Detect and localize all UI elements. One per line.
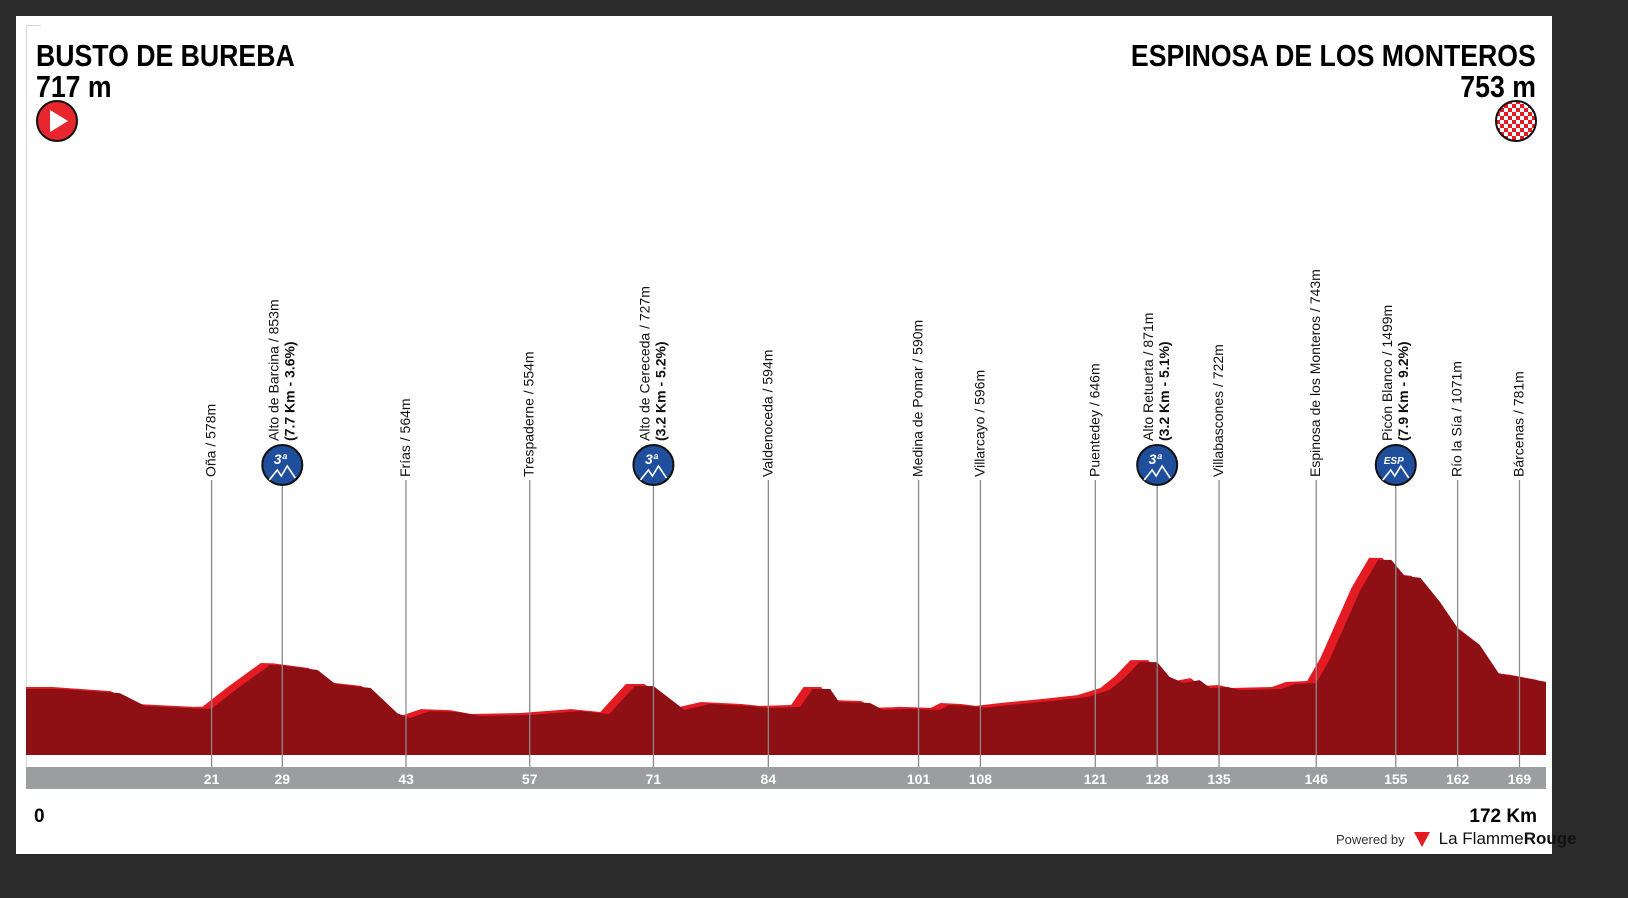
waypoint-label: Alto de Cereceda / 727m: [636, 286, 652, 441]
waypoint-5: Valdenoceda / 594m: [759, 350, 775, 477]
waypoint-7: Villarcayo / 596m: [971, 370, 987, 477]
waypoint-13: Río la Sía / 1071m: [1449, 361, 1465, 477]
start-elevation: 717 m: [36, 69, 112, 104]
flamme-rouge-logo-icon: [1413, 832, 1430, 847]
x-tick-label: 146: [1305, 771, 1329, 787]
x-end-label: 172 Km: [1469, 806, 1537, 827]
x-tick-label: 57: [522, 771, 538, 787]
finish-elevation: 753 m: [1460, 69, 1536, 104]
climb-detail: (3.2 Km - 5.1%): [1156, 341, 1172, 441]
waypoint-label: Valdenoceda / 594m: [759, 350, 775, 477]
climb-category: 3ª: [274, 451, 288, 467]
x-tick-label: 135: [1207, 771, 1231, 787]
start-play-icon: [36, 100, 78, 142]
waypoint-label: Alto de Barcina / 853m: [265, 299, 281, 441]
finish-checkered-flag-icon: [1495, 100, 1537, 142]
climb-category: ESP: [1384, 456, 1404, 467]
x-tick-label: 128: [1145, 771, 1169, 787]
special-category-climb-icon: ESP: [1374, 444, 1417, 486]
waypoint-4: 3ª Alto de Cereceda / 727m (3.2 Km - 5.2%): [632, 286, 675, 486]
profile-base: [26, 752, 1546, 755]
waypoint-label: Bárcenas / 781m: [1510, 371, 1526, 477]
waypoint-label: Villarcayo / 596m: [971, 370, 987, 477]
brand-light: La Flamme: [1438, 829, 1524, 848]
x-tick-label: 121: [1084, 771, 1108, 787]
waypoint-label: Espinosa de los Monteros / 743m: [1307, 269, 1323, 477]
waypoint-label: Alto Retuerta / 871m: [1140, 313, 1156, 441]
waypoint-label: Río la Sía / 1071m: [1449, 361, 1465, 477]
waypoint-label: Frías / 564m: [397, 398, 413, 477]
climb-detail: (7.7 Km - 3.6%): [281, 341, 297, 441]
waypoint-10: Villabascones / 722m: [1210, 344, 1226, 477]
x-tick-label: 21: [204, 771, 220, 787]
category-3-climb-icon: 3ª: [632, 444, 675, 486]
waypoint-3: Trespaderne / 554m: [521, 351, 537, 477]
brand-name: La FlammeRouge: [1439, 829, 1577, 849]
x-start-label: 0: [34, 806, 45, 827]
start-header: BUSTO DE BUREBA 717 m: [36, 40, 337, 102]
climb-detail: (7.9 Km - 9.2%): [1395, 341, 1411, 441]
brand-bold: Rouge: [1523, 829, 1577, 848]
waypoint-label: Picón Blanco / 1499m: [1379, 305, 1395, 441]
waypoint-12: ESP Picón Blanco / 1499m (7.9 Km - 9.2%): [1374, 305, 1417, 486]
waypoint-label: Oña / 578m: [203, 404, 219, 477]
waypoint-11: Espinosa de los Monteros / 743m: [1307, 269, 1323, 477]
climb-category: 3ª: [645, 451, 659, 467]
x-tick-label: 169: [1508, 771, 1532, 787]
frame-corner: [26, 25, 41, 786]
waypoint-1: 3ª Alto de Barcina / 853m (7.7 Km - 3.6%): [261, 299, 304, 486]
waypoint-label: Puentedey / 646m: [1086, 363, 1102, 477]
x-tick-label: 43: [398, 771, 414, 787]
finish-header: ESPINOSA DE LOS MONTEROS 753 m: [1065, 40, 1536, 102]
climb-detail: (3.2 Km - 5.2%): [652, 341, 668, 441]
waypoint-8: Puentedey / 646m: [1086, 363, 1102, 477]
waypoint-2: Frías / 564m: [397, 398, 413, 477]
x-tick-label: 29: [274, 771, 290, 787]
km-axis-bar: [26, 767, 1546, 789]
start-name: BUSTO DE BUREBA: [36, 38, 295, 73]
category-3-climb-icon: 3ª: [261, 444, 304, 486]
waypoint-label: Villabascones / 722m: [1210, 344, 1226, 477]
waypoint-label: Medina de Pomar / 590m: [910, 320, 926, 477]
waypoint-label: Trespaderne / 554m: [521, 351, 537, 477]
climb-category: 3ª: [1149, 451, 1163, 467]
waypoint-6: Medina de Pomar / 590m: [910, 320, 926, 477]
x-tick-label: 108: [969, 771, 993, 787]
profile-area: [26, 559, 1546, 752]
waypoint-0: Oña / 578m: [203, 404, 219, 477]
powered-by: Powered by La FlammeRouge: [1336, 829, 1577, 849]
finish-name: ESPINOSA DE LOS MONTEROS: [1131, 38, 1536, 73]
waypoint-9: 3ª Alto Retuerta / 871m (3.2 Km - 5.1%): [1136, 313, 1179, 486]
x-tick-label: 101: [907, 771, 931, 787]
powered-by-text: Powered by: [1336, 831, 1405, 847]
x-tick-label: 162: [1446, 771, 1470, 787]
waypoint-14: Bárcenas / 781m: [1510, 371, 1526, 477]
x-tick-label: 71: [646, 771, 662, 787]
category-3-climb-icon: 3ª: [1136, 444, 1179, 486]
x-tick-label: 155: [1384, 771, 1408, 787]
x-tick-label: 84: [761, 771, 777, 787]
